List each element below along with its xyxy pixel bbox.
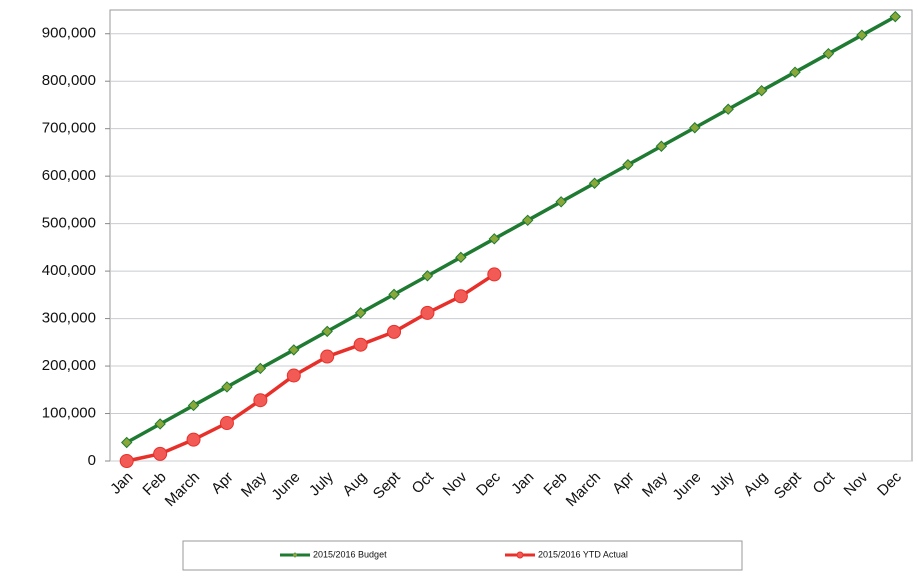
marker [119,454,134,468]
y-tick-label: 300,000 [42,310,96,327]
marker [689,122,701,134]
x-tick-label: May [639,468,671,500]
plot-area [109,9,913,462]
x-tick-label: July [306,468,337,499]
legend-label: 2015/2016 YTD Actual [538,549,628,559]
legend-marker [516,551,524,559]
marker [488,233,500,245]
marker [187,399,200,412]
x-tick-label: March [563,469,604,510]
marker [622,159,634,171]
x-tick-label: June [268,469,303,504]
marker [253,393,268,408]
marker [153,446,168,461]
y-tick-label: 100,000 [42,404,96,421]
marker [388,288,400,301]
marker [254,362,267,375]
y-tick-label: 400,000 [42,262,96,279]
marker [455,251,467,264]
marker [588,177,601,189]
marker [487,267,502,282]
marker [353,337,368,352]
x-tick-label: May [238,468,270,500]
marker [856,29,868,41]
marker [889,10,901,23]
series-line [125,15,897,445]
legend [182,540,743,571]
y-tick-label: 200,000 [42,357,96,374]
x-tick-label: March [162,469,203,510]
x-tick-label: Oct [409,468,438,497]
x-tick-label: Dec [874,468,905,499]
series-line [126,272,496,463]
marker [186,432,201,447]
marker [722,103,734,115]
y-tick-label: 0 [88,452,96,469]
marker [555,196,567,208]
marker [219,416,234,431]
marker [320,349,335,364]
x-tick-label: Sept [771,468,805,502]
y-tick-label: 900,000 [42,25,96,42]
x-tick-label: June [669,469,704,504]
marker [354,307,367,319]
x-tick-label: Jan [508,469,537,498]
x-tick-label: Dec [473,468,504,499]
marker [121,436,133,449]
marker [421,270,434,282]
marker [655,140,668,152]
marker [221,381,233,393]
marker [789,66,801,78]
marker [321,325,333,338]
x-tick-label: Oct [810,468,839,497]
marker [755,84,768,97]
y-tick-label: 600,000 [42,167,96,184]
marker [154,418,166,430]
marker [288,344,300,356]
marker [387,324,402,339]
x-tick-label: Apr [609,469,638,498]
marker [822,47,835,60]
x-tick-label: Sept [370,468,404,502]
marker [453,289,468,304]
y-tick-label: 500,000 [42,215,96,232]
marker [522,214,534,227]
legend-marker [292,552,298,558]
x-tick-label: Aug [339,469,370,500]
x-tick-label: Aug [740,469,771,500]
x-tick-label: Nov [440,468,471,499]
x-tick-label: Jan [107,469,136,498]
marker [420,305,435,320]
legend-label: 2015/2016 Budget [313,549,387,559]
x-tick-label: Nov [841,468,872,499]
x-tick-label: Apr [208,469,237,498]
y-tick-label: 800,000 [42,72,96,89]
x-tick-label: July [707,468,738,499]
y-tick-label: 700,000 [42,120,96,137]
marker [286,368,301,383]
